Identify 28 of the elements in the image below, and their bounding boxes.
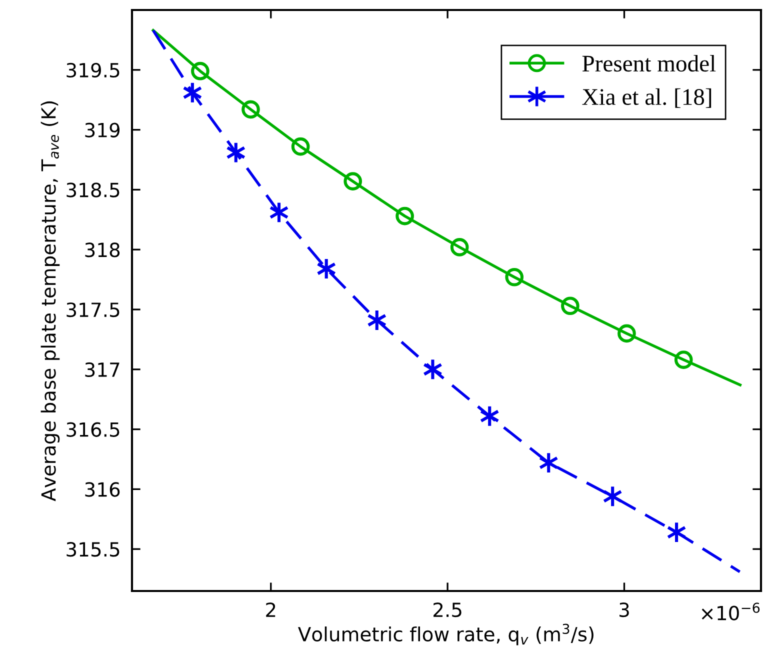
y-tick-label: 318 bbox=[85, 242, 120, 258]
y-tick-label: 316 bbox=[85, 482, 120, 497]
x-tick-label: 2 bbox=[266, 602, 276, 617]
x-axis-title: Volumetric flow rate, q$_{v}$ (m$^{3}$/s) bbox=[298, 624, 594, 646]
point bbox=[396, 206, 414, 226]
y-tick-label: 318.5 bbox=[66, 182, 120, 198]
y-tick-label: 319 bbox=[85, 122, 120, 138]
x-tick-label: 3 bbox=[620, 602, 629, 618]
line-series bbox=[152, 28, 742, 386]
legend-label: Present model bbox=[582, 55, 716, 72]
point bbox=[450, 238, 469, 256]
point bbox=[344, 172, 362, 190]
y-tick-label: 317.5 bbox=[66, 302, 120, 318]
point bbox=[191, 62, 210, 80]
y-tick-label: 315.5 bbox=[66, 542, 120, 557]
point bbox=[618, 324, 636, 343]
point bbox=[505, 268, 524, 286]
point bbox=[242, 100, 260, 119]
point bbox=[561, 296, 580, 316]
x-tick-label: 2.5 bbox=[434, 602, 462, 618]
y-tick-label: 319.5 bbox=[66, 62, 120, 78]
y-axis-title: Average base plate temperature, T$_{ave}$ (K) bbox=[40, 101, 60, 502]
y-tick-label: 316.5 bbox=[66, 422, 120, 437]
point bbox=[291, 137, 310, 156]
text: ×10$^{−6}$ bbox=[702, 602, 760, 620]
point bbox=[674, 350, 693, 369]
line-series bbox=[152, 28, 742, 574]
y-tick-label: 317 bbox=[85, 362, 120, 378]
